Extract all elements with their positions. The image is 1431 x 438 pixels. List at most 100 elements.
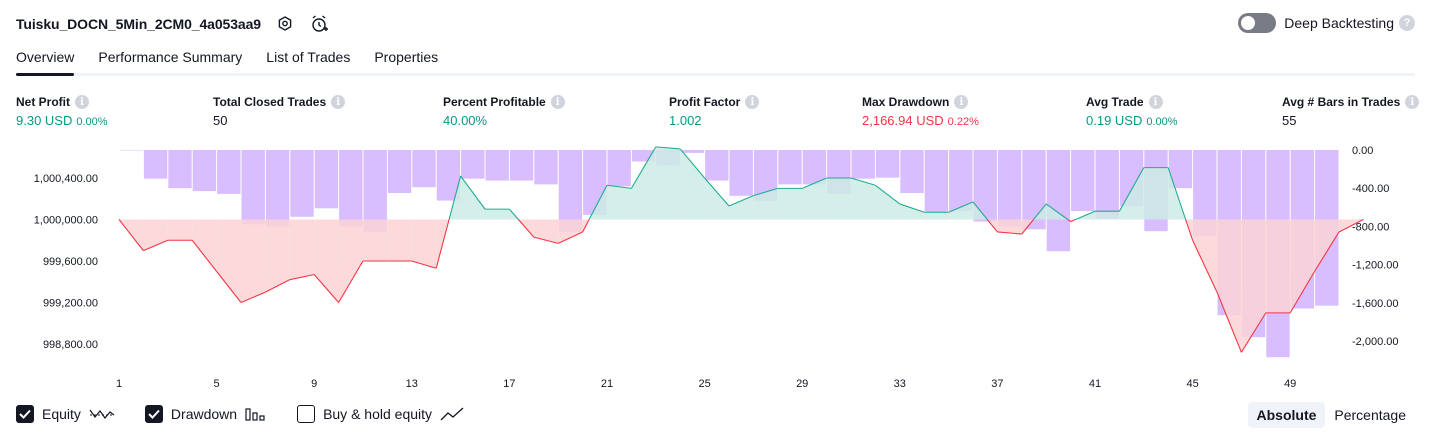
absolute-button[interactable]: Absolute (1247, 402, 1326, 428)
equity-line (411, 260, 437, 269)
equity-area (485, 209, 510, 220)
x-tick-label: 9 (311, 378, 317, 390)
equity-line (533, 236, 559, 244)
equity-line (265, 279, 291, 293)
x-tick-label: 33 (894, 378, 906, 390)
drawdown-bar (387, 150, 412, 193)
toggle-knob (1241, 16, 1256, 30)
drawdown-checkbox[interactable] (144, 405, 163, 423)
equity-line (1289, 271, 1316, 314)
deep-backtesting-toggle[interactable] (1238, 13, 1277, 33)
drawdown-bar (412, 150, 436, 188)
legend-buy-hold[interactable]: Buy & hold equity (297, 405, 464, 423)
y-right-tick-label: -1,600.00 (1352, 298, 1398, 310)
drawdown-bar (509, 150, 534, 181)
metric-label: Net Profit (16, 95, 70, 109)
tab-properties[interactable]: Properties (374, 49, 439, 65)
equity-area (558, 219, 583, 244)
metric-label: Avg Trade (1086, 95, 1144, 109)
equity-line (1070, 218, 1076, 223)
equity-area (680, 148, 705, 220)
help-icon[interactable]: ? (1399, 15, 1415, 31)
metric-label: Profit Factor (669, 95, 741, 109)
equity-area (607, 185, 632, 220)
drawdown-bar (778, 150, 802, 185)
gear-icon[interactable] (275, 14, 295, 34)
metric-value: 40.00% (443, 113, 488, 128)
equity-area (411, 219, 437, 269)
equity-line (728, 195, 754, 207)
equity-line (588, 185, 608, 220)
metric-profit-factor: Profit Factor i 1.002 (669, 94, 760, 128)
drawdown-bar (558, 150, 583, 233)
equity-area (802, 178, 827, 220)
equity-area (192, 219, 217, 272)
percentage-button[interactable]: Percentage (1334, 407, 1406, 423)
metric-net-profit: Net Profit i 9.30 USD 0.00% (16, 94, 108, 128)
equity-line (1185, 219, 1194, 241)
y-left-tick-label: 1,000,000.00 (34, 215, 98, 227)
equity-line (118, 219, 144, 251)
tab-list-of-trades[interactable]: List of Trades (266, 49, 351, 65)
x-tick-label: 25 (698, 378, 710, 390)
info-icon[interactable]: i (1148, 95, 1163, 109)
equity-line (191, 239, 218, 272)
legend-label: Buy & hold equity (323, 406, 433, 422)
equity-area (1290, 219, 1315, 313)
equity-area (1021, 219, 1034, 235)
drawdown-bar (217, 150, 241, 194)
drawdown-bar (729, 150, 753, 196)
drawdown-bar (461, 150, 485, 179)
equity-line (655, 146, 681, 150)
tab-bar: Overview Performance Summary List of Tra… (16, 46, 1415, 76)
deep-backtesting-label: Deep Backtesting (1284, 15, 1394, 31)
equity-area (314, 219, 339, 303)
x-tick-label: 37 (991, 378, 1003, 390)
info-icon[interactable]: i (1405, 95, 1420, 109)
equity-area (460, 175, 485, 220)
equity-line (753, 187, 778, 197)
drawdown-bar (1095, 150, 1119, 219)
equity-line (143, 239, 169, 252)
metric-max-drawdown: Max Drawdown i 2,166.94 USD 0.22% (862, 94, 979, 128)
equity-line (875, 184, 901, 205)
legend-equity[interactable]: Equity (16, 405, 115, 423)
legend-drawdown[interactable]: Drawdown (144, 405, 267, 423)
drawdown-bar (1022, 150, 1046, 230)
equity-area (1143, 167, 1169, 220)
tab-performance-summary[interactable]: Performance Summary (98, 49, 243, 65)
drawdown-bar (875, 150, 900, 178)
equity-line (704, 177, 730, 207)
buy-hold-checkbox[interactable] (297, 405, 316, 423)
drawdown-bar (339, 150, 363, 227)
info-icon[interactable]: i (745, 95, 760, 109)
drawdown-bar (119, 150, 143, 151)
strategy-title: Tuisku_DOCN_5Min_2CM0_4a053aa9 (16, 16, 261, 32)
equity-area (1241, 219, 1266, 353)
legend-label: Equity (42, 406, 81, 422)
info-icon[interactable]: i (331, 95, 346, 109)
equity-area (436, 219, 450, 269)
equity-area (899, 203, 925, 220)
equity-line (582, 219, 590, 233)
equity-line (338, 260, 364, 303)
chart-mode-switch: Absolute Percentage (1247, 402, 1416, 428)
metric-avg-trade: Avg Trade i 0.19 USD 0.00% (1086, 94, 1178, 128)
info-icon[interactable]: i (954, 95, 969, 109)
equity-checkbox[interactable] (16, 405, 34, 423)
info-icon[interactable]: i (550, 95, 565, 109)
equity-area (875, 185, 900, 220)
equity-line (460, 175, 486, 210)
tab-overview[interactable]: Overview (16, 46, 75, 76)
alarm-clock-add-icon[interactable] (309, 14, 329, 34)
x-tick-label: 29 (796, 378, 808, 390)
x-tick-label: 13 (406, 378, 418, 390)
info-icon[interactable]: i (75, 95, 89, 109)
drawdown-bar (802, 150, 827, 185)
drawdown-bar (753, 150, 778, 201)
equity-line (1314, 231, 1340, 272)
x-tick-label: 17 (503, 378, 515, 390)
drawdown-bar (290, 150, 314, 217)
drawdown-bar (534, 150, 558, 185)
drawdown-bar (1046, 150, 1071, 252)
